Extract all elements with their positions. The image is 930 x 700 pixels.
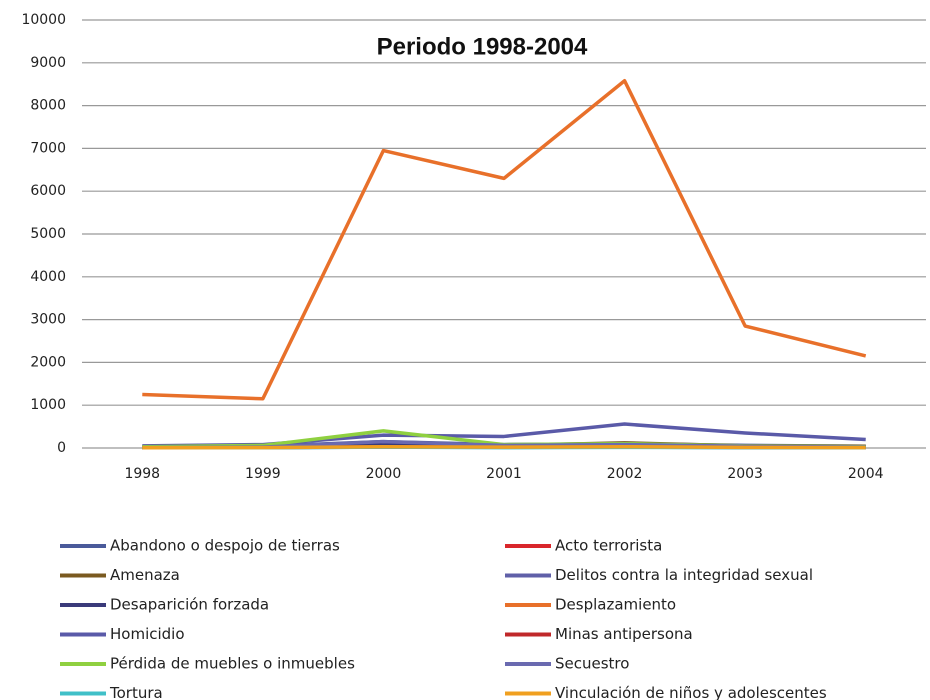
legend-label: Abandono o despojo de tierras (110, 537, 340, 555)
legend-label: Acto terrorista (555, 537, 662, 555)
x-tick-label: 2003 (727, 466, 763, 482)
legend-label: Pérdida de muebles o inmuebles (110, 655, 355, 673)
x-tick-label: 2001 (486, 466, 522, 482)
y-tick-label: 10000 (21, 12, 66, 28)
y-tick-label: 8000 (30, 98, 66, 114)
x-tick-label: 1999 (245, 466, 281, 482)
series-line (142, 79, 867, 401)
y-tick-label: 7000 (30, 140, 66, 156)
legend-label: Tortura (109, 684, 163, 700)
x-tick-label: 2004 (848, 466, 884, 482)
y-tick-label: 4000 (30, 269, 66, 285)
x-tick-label: 1998 (124, 466, 160, 482)
legend-label: Amenaza (110, 566, 180, 584)
chart-title: Periodo 1998-2004 (377, 33, 588, 60)
y-tick-label: 2000 (30, 354, 66, 370)
y-tick-label: 3000 (30, 312, 66, 328)
legend-label: Secuestro (555, 655, 629, 673)
x-tick-label: 2000 (366, 466, 402, 482)
y-tick-label: 1000 (30, 397, 66, 413)
series-line (142, 422, 866, 448)
legend-label: Homicidio (110, 625, 185, 643)
series-line (142, 444, 866, 450)
y-tick-label: 0 (57, 440, 66, 456)
y-tick-label: 6000 (30, 183, 66, 199)
legend-label: Minas antipersona (555, 625, 693, 643)
legend-label: Desaparición forzada (110, 596, 269, 614)
y-tick-label: 9000 (30, 55, 66, 71)
legend-label: Vinculación de niños y adolescentes (555, 684, 827, 700)
x-tick-label: 2002 (607, 466, 643, 482)
legend-label: Delitos contra la integridad sexual (555, 566, 813, 584)
y-tick-label: 5000 (30, 226, 66, 242)
legend-label: Desplazamiento (555, 596, 676, 614)
